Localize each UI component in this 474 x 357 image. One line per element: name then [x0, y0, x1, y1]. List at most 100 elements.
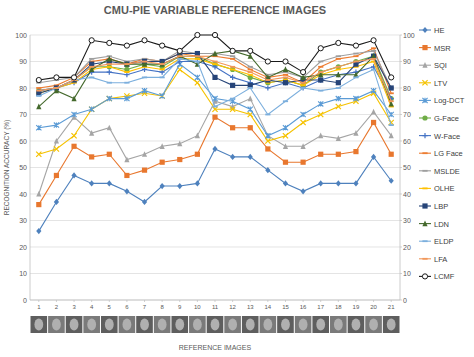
- thumbnail: [119, 316, 136, 333]
- chart: CMU-PIE VARIABLE REFERENCE IMAGES0102030…: [0, 0, 474, 357]
- thumbnail: [101, 316, 118, 333]
- data-point: [300, 84, 305, 86]
- data-point: [89, 154, 94, 159]
- data-point: [248, 71, 253, 73]
- x-tick-label: 1: [37, 304, 41, 310]
- legend-marker: [422, 98, 427, 103]
- data-point: [265, 114, 270, 116]
- thumbnail: [330, 316, 347, 333]
- data-point: [142, 38, 147, 43]
- data-point: [160, 43, 165, 48]
- x-tick-label: 2: [55, 304, 59, 310]
- data-point: [353, 55, 358, 57]
- data-point: [36, 90, 41, 92]
- data-point: [336, 135, 341, 141]
- x-tick-label: 16: [300, 304, 307, 310]
- data-point: [318, 72, 323, 78]
- thumbnail-face: [193, 319, 202, 331]
- thumbnail-face: [211, 319, 220, 331]
- data-point: [230, 69, 235, 71]
- data-point: [177, 55, 182, 57]
- data-point: [89, 180, 94, 186]
- data-point: [300, 70, 305, 75]
- x-tick: [267, 300, 268, 302]
- y2-tick-label: 10: [403, 270, 411, 277]
- data-point: [265, 146, 270, 151]
- x-tick: [285, 300, 286, 302]
- data-point: [124, 96, 129, 101]
- data-point: [230, 125, 235, 130]
- data-point: [54, 87, 59, 89]
- y-axis: [30, 35, 31, 300]
- legend-label: Log-DCT: [434, 96, 465, 105]
- data-point: [300, 83, 305, 88]
- y2-tick-label: 30: [403, 217, 411, 224]
- data-point: [248, 125, 253, 130]
- legend-label: MSLDE: [434, 167, 460, 176]
- y2-tick-label: 40: [403, 191, 411, 198]
- thumbnail-face: [228, 319, 237, 331]
- legend-marker: [422, 115, 427, 120]
- y-tick-label: 20: [19, 244, 27, 251]
- data-point: [389, 124, 394, 126]
- x-tick-label: 3: [72, 304, 76, 310]
- thumbnail: [277, 316, 294, 333]
- series-line: [39, 62, 391, 99]
- data-point: [318, 112, 323, 117]
- data-point: [265, 59, 270, 64]
- data-point: [336, 64, 341, 69]
- data-point: [124, 62, 129, 67]
- thumbnail-face: [281, 319, 290, 331]
- data-point: [248, 69, 253, 71]
- x-tick-label: 6: [125, 304, 129, 310]
- series: [36, 115, 394, 208]
- data-point: [71, 75, 76, 80]
- data-point: [318, 152, 323, 157]
- data-point: [230, 99, 235, 104]
- series: [36, 51, 394, 88]
- data-point: [54, 75, 59, 80]
- data-point: [371, 88, 376, 93]
- series: [36, 96, 394, 197]
- x-tick: [232, 300, 233, 302]
- data-point: [318, 77, 323, 82]
- legend-marker: [422, 240, 427, 242]
- legend-label: LG Face: [434, 149, 463, 158]
- data-point: [353, 130, 358, 136]
- thumbnail: [66, 316, 83, 333]
- thumbnail: [31, 316, 48, 333]
- data-point: [36, 87, 41, 89]
- data-point: [283, 77, 288, 79]
- data-point: [230, 48, 235, 53]
- data-point: [212, 61, 217, 63]
- data-point: [142, 61, 147, 67]
- thumbnail-face: [158, 319, 167, 331]
- data-point: [107, 125, 112, 131]
- data-point: [283, 80, 288, 85]
- legend-line: [419, 241, 431, 242]
- data-point: [389, 92, 394, 94]
- thumbnail: [136, 316, 153, 333]
- series-line: [39, 51, 391, 107]
- data-point: [212, 64, 217, 69]
- legend-label: LBP: [434, 202, 448, 211]
- data-point: [336, 69, 341, 71]
- data-point: [318, 133, 323, 139]
- x-tick: [74, 300, 75, 302]
- grid-line: [30, 88, 400, 89]
- data-point: [36, 202, 41, 207]
- data-point: [54, 199, 59, 205]
- data-point: [107, 96, 112, 101]
- data-point: [300, 82, 305, 84]
- data-point: [89, 77, 94, 79]
- thumbnail: [365, 316, 382, 333]
- legend-label: ELDP: [434, 237, 454, 246]
- series-line: [39, 35, 391, 80]
- data-point: [107, 56, 112, 62]
- y-tick-label: 40: [19, 191, 27, 198]
- series-line: [39, 117, 391, 204]
- data-point: [353, 77, 358, 79]
- data-point: [318, 71, 323, 73]
- data-point: [265, 133, 270, 138]
- y2-axis: [400, 35, 401, 300]
